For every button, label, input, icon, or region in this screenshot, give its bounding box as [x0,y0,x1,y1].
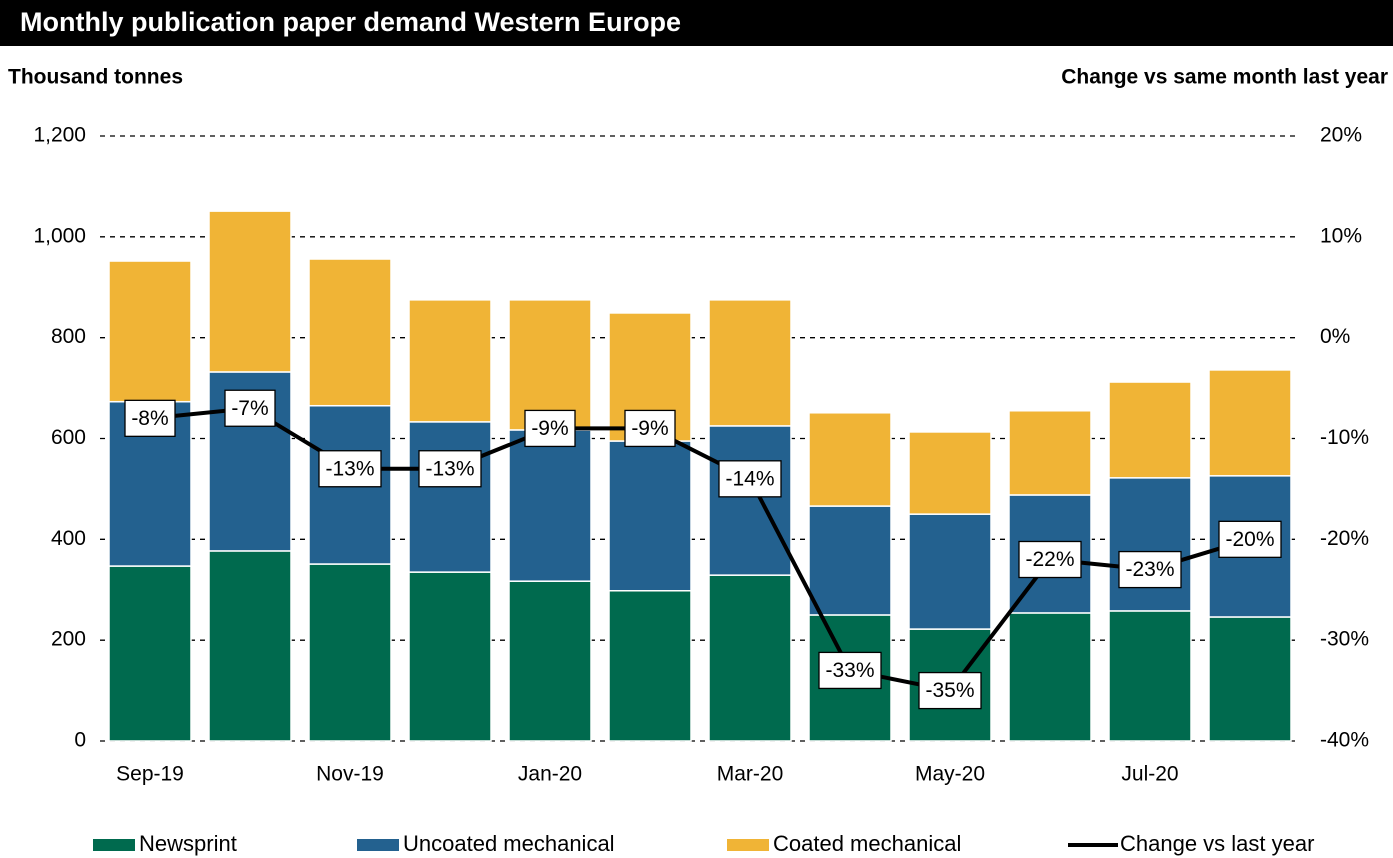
y2-tick-label: 20% [1320,124,1362,147]
bar-segment [108,565,192,742]
y-tick-label: 600 [51,426,86,449]
bar-segment [508,580,592,742]
title-bar [0,0,1393,46]
data-label-box [318,450,382,488]
data-label: -9% [531,417,568,440]
x-tick-label: Sep-19 [116,763,184,786]
legend-label: Coated mechanical [773,831,961,856]
data-label-box [624,409,676,448]
x-tick-label: Mar-20 [717,763,784,786]
data-label: -13% [325,457,374,480]
legend-label: Newsprint [139,831,237,856]
data-label-box [124,399,176,437]
y-tick-label: 400 [51,527,86,550]
data-label: -22% [1025,548,1074,571]
data-label: -8% [131,407,168,430]
data-label: -35% [925,679,974,702]
data-label: -20% [1225,528,1274,551]
bar-segment [808,412,892,507]
y-tick-label: 0 [74,729,86,752]
data-label: -33% [825,659,874,682]
y-tick-label: 200 [51,628,86,651]
y2-tick-label: 10% [1320,224,1362,247]
bar-segment [1008,612,1092,742]
bar-segment [708,574,792,742]
data-label-box [1218,520,1282,558]
data-label: -9% [631,417,668,440]
bar-segment [408,571,492,742]
legend-label: Uncoated mechanical [403,831,615,856]
x-tick-label: May-20 [915,763,985,786]
bar-segment [208,210,292,373]
y-axis-label: Thousand tonnes [8,66,183,89]
y-tick-label: 1,200 [33,124,86,147]
data-label-box [418,450,482,488]
bar-segment [408,421,492,573]
data-label-box [1118,550,1182,589]
bar-segment [308,563,392,742]
y2-axis-label: Change vs same month last year [1061,66,1388,89]
bar-segment [108,400,192,567]
data-label-box [718,460,782,498]
data-label-box [918,671,982,710]
data-label: -13% [425,457,474,480]
legend-label: Change vs last year [1120,831,1314,856]
chart-title: Monthly publication paper demand Western… [20,7,681,37]
bar-segment [608,590,692,742]
bar-segment [708,299,792,427]
bar-segment [1208,616,1292,742]
y2-tick-label: 0% [1320,325,1350,348]
data-label: -14% [725,467,774,490]
bar-segment [808,505,892,616]
bar-segment [1008,410,1092,496]
bar-segment [308,258,392,407]
y2-tick-label: -20% [1320,527,1369,550]
legend-swatch [357,839,399,851]
bar-segment [608,440,692,592]
legend-swatch [727,839,769,851]
y-tick-label: 1,000 [33,224,86,247]
y2-tick-label: -30% [1320,628,1369,651]
bar-segment [1208,369,1292,477]
data-label-box [224,389,276,427]
bar-segment [108,260,192,403]
data-label-box [524,409,576,448]
legend-swatch [93,839,135,851]
bar-segment [508,429,592,582]
bar-segment [908,431,992,515]
data-label: -23% [1125,558,1174,581]
bar-segment [708,425,792,576]
bar-segment [508,299,592,431]
y2-tick-label: -10% [1320,426,1369,449]
x-tick-label: Jul-20 [1121,763,1178,786]
x-tick-label: Jan-20 [518,763,582,786]
y-tick-label: 800 [51,325,86,348]
data-label: -7% [231,397,268,420]
bar-segment [208,550,292,742]
bar-segment [1108,477,1192,612]
y2-tick-label: -40% [1320,729,1369,752]
bar-segment [1108,381,1192,479]
bar-segment [1108,610,1192,742]
data-label-box [818,651,882,690]
data-label-box [1018,540,1082,579]
bar-segment [908,513,992,630]
x-tick-label: Nov-19 [316,763,384,786]
bar-segment [408,299,492,423]
